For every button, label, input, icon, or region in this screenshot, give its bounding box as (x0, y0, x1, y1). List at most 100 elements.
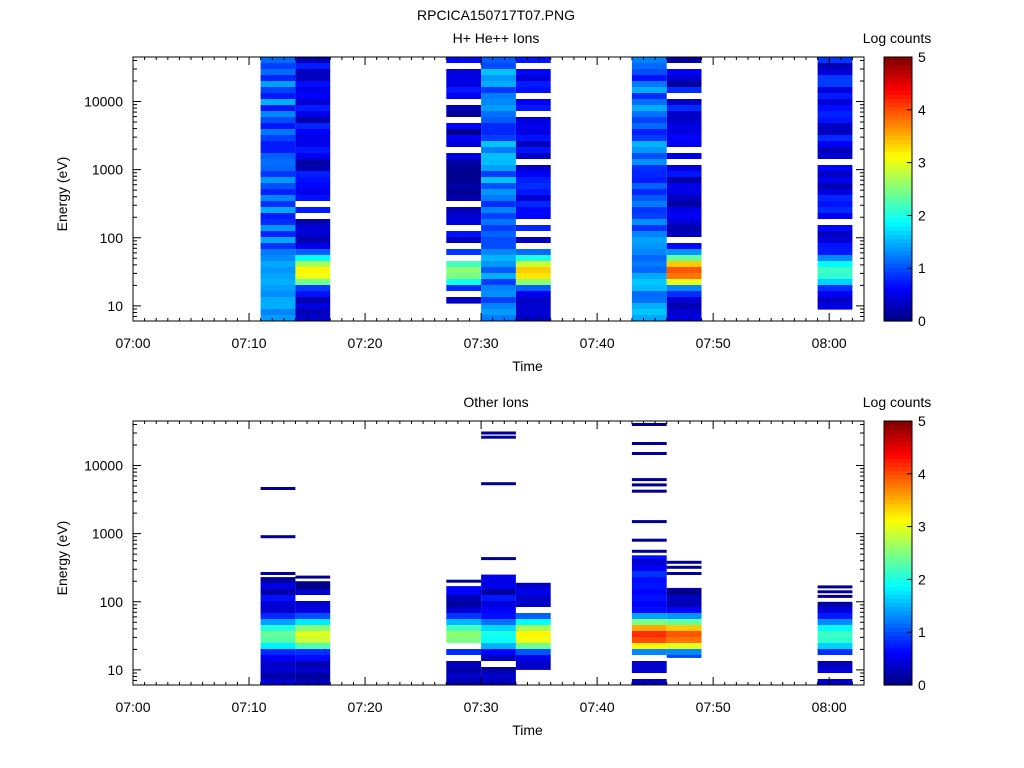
energy-bin (631, 559, 667, 565)
energy-bin (631, 69, 667, 75)
colorbar-swatch (884, 503, 912, 509)
energy-bin (631, 613, 667, 619)
energy-bin (666, 291, 702, 297)
energy-bin (295, 153, 331, 159)
energy-bin (631, 649, 667, 655)
energy-bin (817, 279, 853, 285)
energy-bin (515, 613, 551, 619)
energy-bin (817, 87, 853, 93)
colorbar-tick-label: 5 (918, 413, 926, 429)
colorbar-swatch (884, 536, 912, 542)
energy-bin (631, 219, 667, 225)
energy-bin (817, 267, 853, 273)
plot-frame (132, 56, 865, 322)
colorbar-swatch (884, 85, 912, 91)
energy-bin (515, 631, 551, 637)
colorbar-frame (883, 420, 913, 686)
colorbar-swatch (884, 57, 912, 62)
energy-bin (260, 57, 296, 63)
y-tick-label: 100 (100, 230, 124, 246)
energy-bin (481, 601, 516, 607)
colorbar-swatch (884, 652, 912, 657)
energy-bin (295, 303, 331, 309)
colorbar-swatch (884, 569, 912, 575)
energy-bin (817, 213, 853, 219)
energy-bin (446, 279, 482, 285)
colorbar-swatch (884, 425, 912, 430)
colorbar-tick-label: 1 (918, 624, 926, 640)
energy-bin (446, 177, 482, 183)
colorbar-tick-label: 2 (918, 207, 926, 223)
colorbar-swatch (884, 213, 912, 219)
colorbar-swatch (884, 139, 912, 145)
energy-bin (631, 63, 667, 69)
colorbar-swatch (884, 631, 912, 637)
energy-bin (446, 267, 482, 273)
colorbar-swatch (884, 279, 912, 285)
energy-bin (295, 135, 331, 141)
x-tick-label: 07:00 (115, 699, 150, 715)
colorbar-swatch (884, 454, 912, 459)
colorbar-swatch (884, 619, 912, 624)
colorbar-swatch (884, 656, 912, 661)
colorbar-swatch (884, 300, 912, 306)
energy-bin (260, 243, 296, 249)
colorbar-swatch (884, 267, 912, 273)
spectrogram-column (817, 585, 853, 685)
energy-bin (260, 87, 296, 93)
energy-bin (817, 601, 853, 607)
energy-bin (515, 171, 551, 177)
energy-bin (631, 207, 667, 213)
y-axis: 10 100 1000 10000 Energy (eV) (54, 59, 864, 322)
energy-bin (666, 613, 702, 619)
energy-bin (631, 201, 667, 207)
energy-bin (817, 679, 853, 685)
energy-bin (666, 189, 702, 195)
energy-bin (260, 661, 296, 667)
colorbar-swatch (884, 102, 912, 108)
colorbar-swatch (884, 676, 912, 682)
energy-bin (817, 207, 853, 213)
energy-bin (481, 87, 516, 93)
energy-bin (666, 219, 702, 225)
energy-bin (481, 177, 516, 183)
colorbar-swatch (884, 193, 912, 198)
colorbar-swatch (884, 515, 912, 521)
energy-bin (631, 297, 667, 303)
spectrogram-column (260, 57, 296, 321)
energy-bin (481, 261, 516, 267)
energy-bin (631, 309, 667, 315)
energy-bin (515, 189, 551, 195)
energy-bin (481, 57, 516, 63)
energy-bin (631, 141, 667, 147)
colorbar-swatch (884, 437, 912, 443)
energy-bin (666, 81, 702, 87)
energy-bin (295, 159, 331, 165)
energy-bin (446, 595, 482, 601)
energy-bin (446, 75, 482, 81)
energy-bin (631, 159, 667, 165)
energy-bin (666, 607, 702, 613)
energy-bin (515, 661, 551, 667)
energy-bin (666, 587, 702, 589)
energy-bin (481, 595, 516, 601)
energy-bin (481, 613, 516, 619)
energy-bin (446, 153, 482, 159)
spectrogram-column (260, 487, 296, 685)
energy-bin (515, 667, 551, 670)
energy-bin (515, 285, 551, 291)
colorbar-swatch (884, 176, 912, 182)
energy-bin (446, 297, 482, 303)
energy-bin (666, 165, 702, 171)
colorbar-swatch (884, 238, 912, 244)
colorbar-swatch (884, 189, 912, 194)
energy-bin (666, 309, 702, 315)
colorbar-swatch (884, 635, 912, 641)
energy-bin (631, 129, 667, 135)
energy-bin (481, 117, 516, 123)
colorbar-swatch (884, 577, 912, 583)
colorbar-swatch (884, 511, 912, 517)
colorbar-swatch (884, 164, 912, 169)
energy-bin (446, 679, 482, 685)
colorbar-swatch (884, 77, 912, 83)
